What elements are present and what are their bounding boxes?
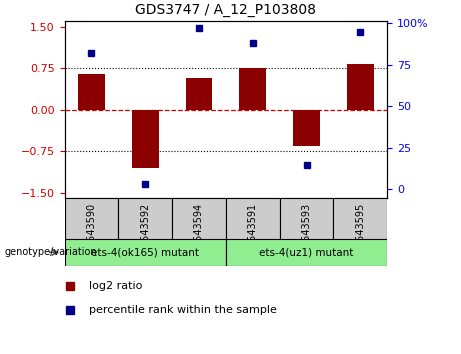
- Bar: [347, 64, 374, 110]
- Bar: [78, 74, 105, 110]
- Text: GSM543591: GSM543591: [248, 203, 258, 262]
- Text: GSM543592: GSM543592: [140, 203, 150, 262]
- Text: genotype/variation: genotype/variation: [5, 247, 97, 257]
- Text: ets-4(uz1) mutant: ets-4(uz1) mutant: [260, 247, 354, 257]
- Bar: [239, 68, 266, 110]
- Bar: [65, 198, 118, 239]
- Bar: [226, 239, 387, 266]
- Bar: [293, 110, 320, 146]
- Text: GSM543590: GSM543590: [86, 203, 96, 262]
- Bar: [132, 110, 159, 168]
- Text: GSM543595: GSM543595: [355, 203, 366, 262]
- Bar: [65, 239, 226, 266]
- Bar: [185, 78, 213, 110]
- Bar: [333, 198, 387, 239]
- Text: percentile rank within the sample: percentile rank within the sample: [89, 305, 277, 315]
- Title: GDS3747 / A_12_P103808: GDS3747 / A_12_P103808: [136, 4, 316, 17]
- Bar: [280, 198, 333, 239]
- Text: log2 ratio: log2 ratio: [89, 281, 142, 291]
- Text: GSM543594: GSM543594: [194, 203, 204, 262]
- Bar: [172, 198, 226, 239]
- Text: GSM543593: GSM543593: [301, 203, 312, 262]
- Bar: [118, 198, 172, 239]
- Bar: [226, 198, 280, 239]
- Text: ets-4(ok165) mutant: ets-4(ok165) mutant: [91, 247, 199, 257]
